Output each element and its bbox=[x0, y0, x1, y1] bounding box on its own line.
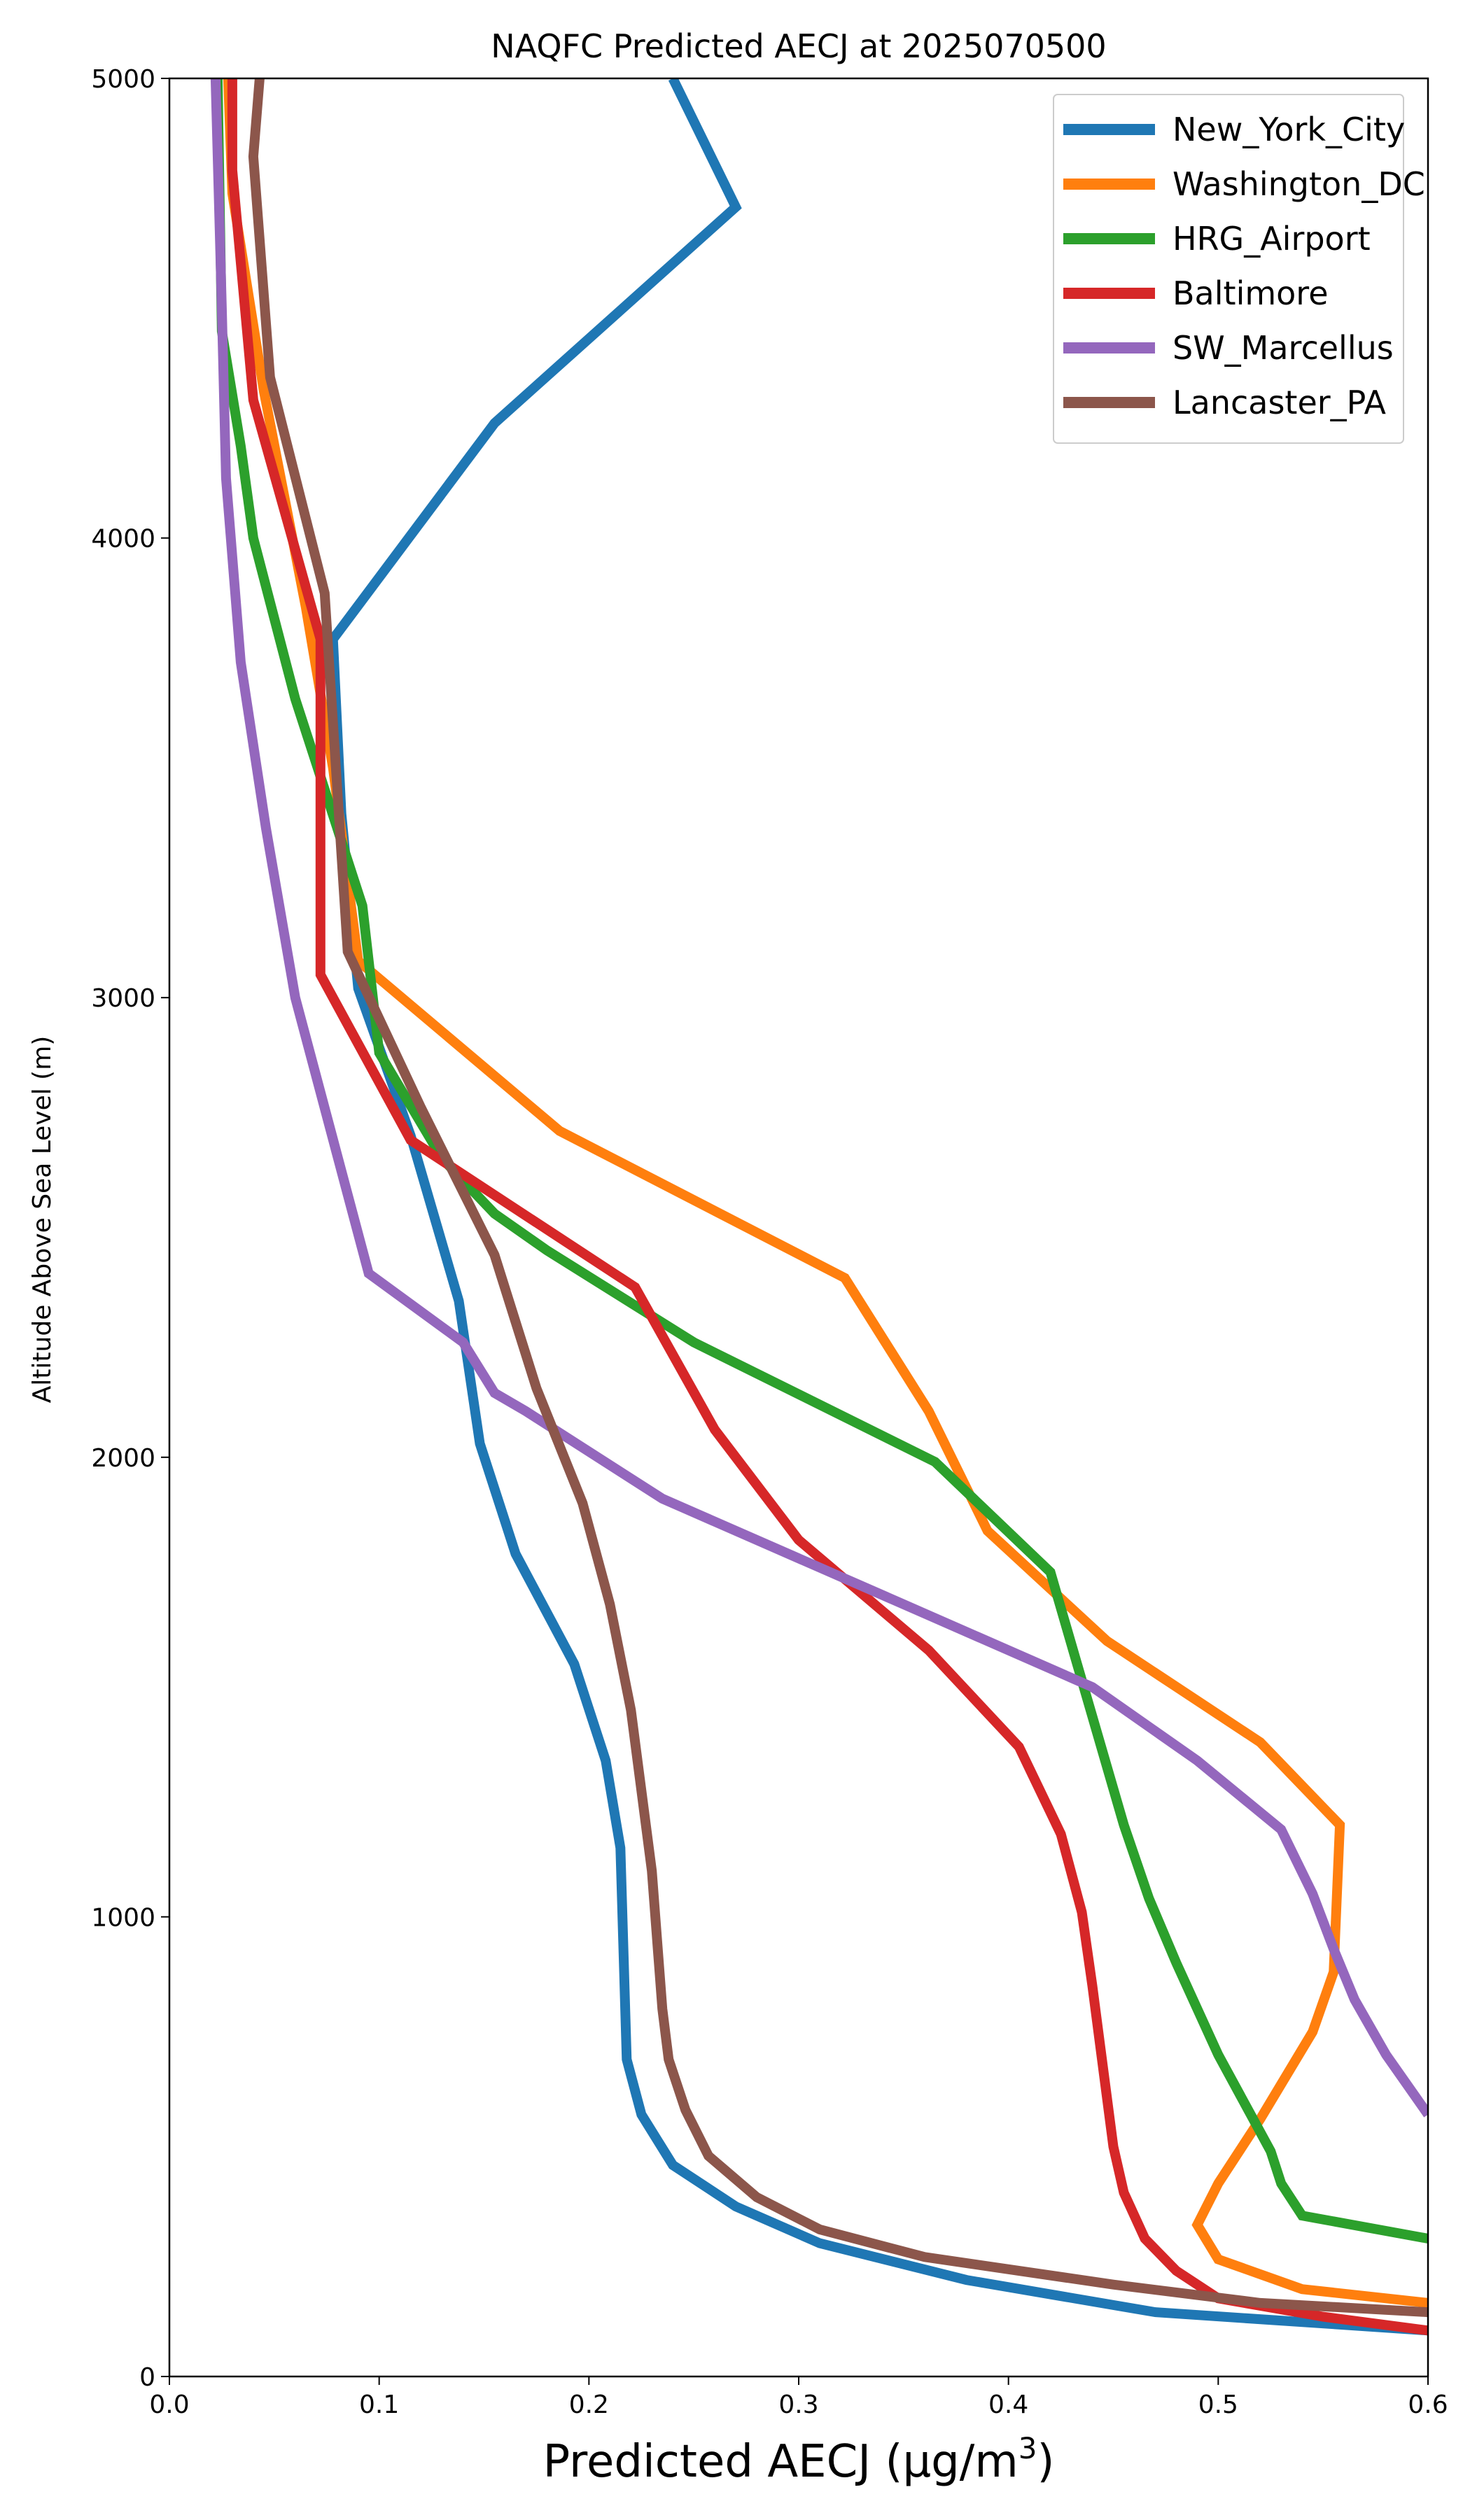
series-line-sw-marcellus bbox=[210, 78, 1428, 2118]
y-axis-label: Altitude Above Sea Level (m) bbox=[28, 1036, 57, 1404]
y-tick-label: 5000 bbox=[91, 65, 155, 94]
axes: 0.0 0.1 0.2 0.3 0.4 0.5 0.6 0 1000 2000 3000 4000 50… bbox=[91, 65, 1448, 2419]
legend-label: Baltimore bbox=[1172, 274, 1329, 312]
y-tick-label: 1000 bbox=[91, 1903, 155, 1932]
legend: New_York_City Washington_DC HRG_Airport Bal… bbox=[1053, 94, 1425, 444]
y-tick-label: 2000 bbox=[91, 1444, 155, 1473]
legend-label: New_York_City bbox=[1172, 111, 1405, 148]
series-line-washington-dc bbox=[223, 78, 1428, 2308]
x-tick-label: 0.0 bbox=[149, 2390, 189, 2419]
x-tick-label: 0.4 bbox=[988, 2390, 1028, 2419]
y-tick-label: 4000 bbox=[91, 525, 155, 554]
y-tick-label: 0 bbox=[139, 2363, 155, 2392]
legend-label: SW_Marcellus bbox=[1172, 329, 1394, 367]
x-tick-label: 0.1 bbox=[359, 2390, 399, 2419]
x-axis-label: Predicted AECJ (μg/m3) bbox=[543, 2431, 1055, 2488]
legend-label: Lancaster_PA bbox=[1172, 384, 1386, 421]
plot-area bbox=[210, 78, 1428, 2336]
x-tick-label: 0.6 bbox=[1408, 2390, 1448, 2419]
series-line-lancaster-pa bbox=[248, 78, 1428, 2318]
x-tick-label: 0.2 bbox=[569, 2390, 609, 2419]
x-tick-label: 0.5 bbox=[1198, 2390, 1238, 2419]
chart-title: NAQFC Predicted AECJ at 2025070500 bbox=[491, 27, 1106, 65]
legend-label: Washington_DC bbox=[1172, 165, 1425, 203]
x-tick-label: 0.3 bbox=[778, 2390, 818, 2419]
legend-label: HRG_Airport bbox=[1172, 220, 1371, 258]
series-line-hrg-airport bbox=[212, 78, 1428, 2244]
series-line-baltimore bbox=[227, 78, 1428, 2336]
y-tick-label: 3000 bbox=[91, 984, 155, 1013]
